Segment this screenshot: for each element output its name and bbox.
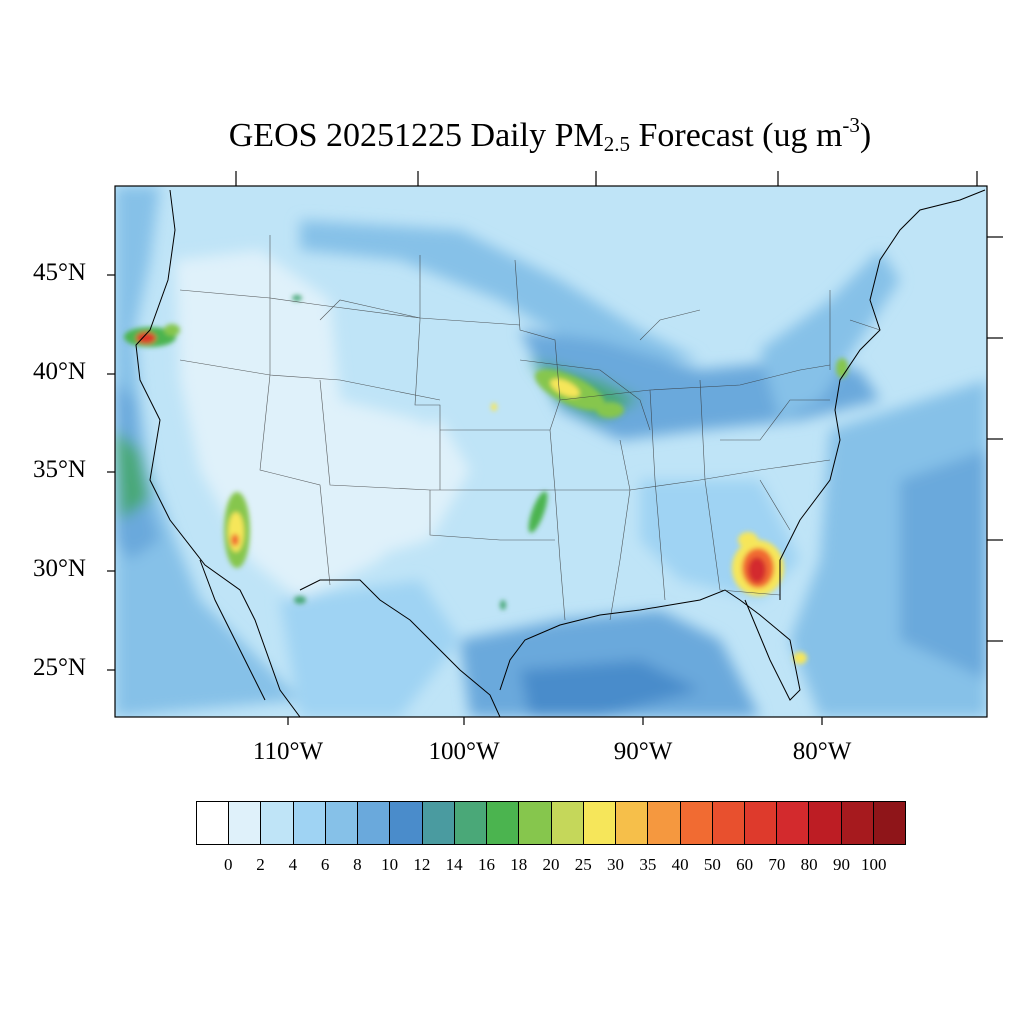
colorbar-swatch: [712, 802, 745, 844]
colorbar-tick-label: 12: [413, 855, 431, 874]
hotspots: [124, 295, 848, 664]
colorbar-swatch: [261, 802, 294, 844]
colorbar-swatch: [422, 802, 455, 844]
colorbar-swatch: [358, 802, 391, 844]
colorbar-tick-label: 18: [510, 855, 528, 874]
colorbar-swatch: [648, 802, 681, 844]
chart-title: GEOS 20251225 Daily PM2.5 Forecast (ug m…: [228, 113, 872, 156]
lon-label-90w: 90°W: [613, 738, 673, 765]
colorbar-tick-label: 100: [860, 855, 887, 874]
map-frame: [114, 185, 988, 718]
colorbar-tick-label: 16: [477, 855, 495, 874]
colorbar-tick-label: 10: [381, 855, 399, 874]
colorbar-swatch: [519, 802, 552, 844]
colorbar-tick-label: 4: [288, 855, 298, 874]
lon-label-110w: 110°W: [252, 738, 324, 765]
colorbar-tick-label: 25: [574, 855, 592, 874]
colorbar-swatch: [390, 802, 423, 844]
colorbar: [196, 801, 906, 845]
lat-label-25: 25°N: [32, 654, 86, 681]
concentration-field: [115, 186, 987, 717]
lat-label-45: 45°N: [32, 259, 86, 286]
colorbar-tick-label: 50: [703, 855, 721, 874]
colorbar-swatch: [454, 802, 488, 844]
lon-label-80w: 80°W: [792, 738, 852, 765]
colorbar-swatch: [583, 802, 617, 844]
tick-marks: [107, 171, 1003, 725]
colorbar-tick-label: 6: [320, 855, 330, 874]
colorbar-swatch: [809, 802, 842, 844]
lat-label-30: 30°N: [32, 555, 86, 582]
colorbar-swatch: [744, 802, 778, 844]
colorbar-swatch: [197, 802, 230, 844]
colorbar-swatch: [487, 802, 520, 844]
colorbar-swatch: [873, 802, 906, 844]
colorbar-swatch: [616, 802, 649, 844]
colorbar-swatch: [229, 802, 262, 844]
colorbar-tick-label: 0: [224, 855, 233, 874]
colorbar-tick-label: 14: [445, 855, 463, 874]
colorbar-swatch: [680, 802, 713, 844]
colorbar-tick-label: 40: [671, 855, 689, 874]
colorbar-tick-label: 80: [800, 855, 818, 874]
colorbar-swatch: [777, 802, 810, 844]
lon-label-100w: 100°W: [428, 738, 500, 765]
colorbar-swatch: [841, 802, 874, 844]
lat-label-40: 40°N: [32, 358, 86, 385]
colorbar-swatch: [551, 802, 584, 844]
colorbar-tick-label: 70: [768, 855, 786, 874]
colorbar-swatch: [293, 802, 326, 844]
colorbar-tick-label: 90: [832, 855, 850, 874]
colorbar-tick-label: 30: [607, 855, 625, 874]
colorbar-tick-label: 60: [736, 855, 754, 874]
state-boundaries: [179, 235, 881, 621]
colorbar-tick-label: 8: [353, 855, 362, 874]
colorbar-tick-label: 35: [639, 855, 657, 874]
colorbar-tick-label: 2: [256, 855, 265, 874]
colorbar-labels: 0 2 4 6 8 10 12 14 16 18 20 25 30 35 40 50 60 70 80 90 100: [196, 855, 906, 877]
colorbar-swatch: [325, 802, 359, 844]
coastlines: [135, 189, 986, 717]
colorbar-tick-label: 20: [542, 855, 560, 874]
lat-label-35: 35°N: [32, 456, 86, 483]
